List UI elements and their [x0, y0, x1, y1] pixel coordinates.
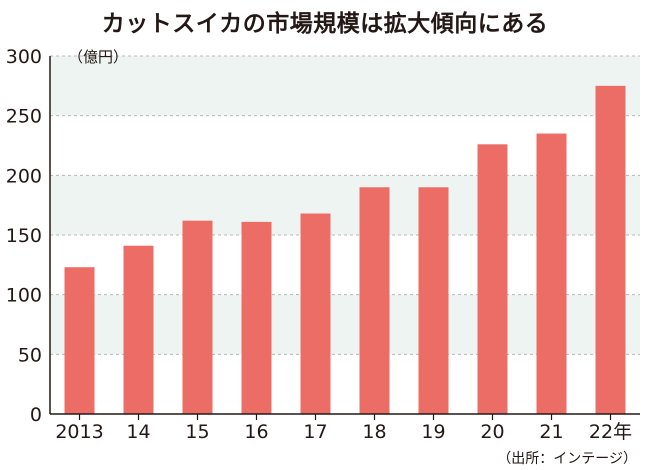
- bar: [359, 187, 390, 414]
- x-tick-label: 20: [480, 421, 504, 443]
- y-tick-label: 300: [6, 46, 42, 68]
- y-tick-label: 100: [6, 285, 42, 307]
- source-label: （出所：インテージ）: [497, 451, 637, 467]
- y-tick-label: 0: [30, 404, 42, 426]
- bars: [64, 85, 626, 415]
- bar: [595, 85, 626, 414]
- bar: [477, 144, 508, 414]
- y-tick-label: 150: [6, 225, 42, 247]
- y-unit-label: （億円）: [68, 48, 128, 66]
- bar: [241, 221, 272, 414]
- y-tick-label: 50: [18, 344, 42, 366]
- x-tick-label: 22年: [589, 421, 632, 443]
- y-tick-labels: 0 50 100 150 200 250 300: [6, 46, 42, 426]
- x-tick-label: 17: [303, 421, 327, 443]
- chart-title: カットスイカの市場規模は拡大傾向にある: [101, 11, 549, 37]
- bar: [300, 213, 331, 414]
- x-tick-label: 15: [185, 421, 209, 443]
- x-tick-label: 2013: [55, 421, 103, 443]
- bar: [418, 187, 449, 414]
- axes: [49, 56, 640, 420]
- bar: [123, 245, 154, 414]
- x-tick-label: 16: [244, 421, 268, 443]
- background-band: [50, 56, 640, 116]
- x-tick-label: 14: [126, 421, 150, 443]
- x-tick-labels: 2013 14 15 16 17 18 19 20 21 22年: [55, 421, 632, 443]
- x-tick-label: 19: [421, 421, 445, 443]
- bar: [64, 267, 95, 414]
- y-tick-label: 200: [6, 165, 42, 187]
- y-tick-label: 250: [6, 106, 42, 128]
- bar: [182, 220, 213, 414]
- x-tick-label: 21: [539, 421, 563, 443]
- x-tick-label: 18: [362, 421, 386, 443]
- bar: [536, 133, 567, 415]
